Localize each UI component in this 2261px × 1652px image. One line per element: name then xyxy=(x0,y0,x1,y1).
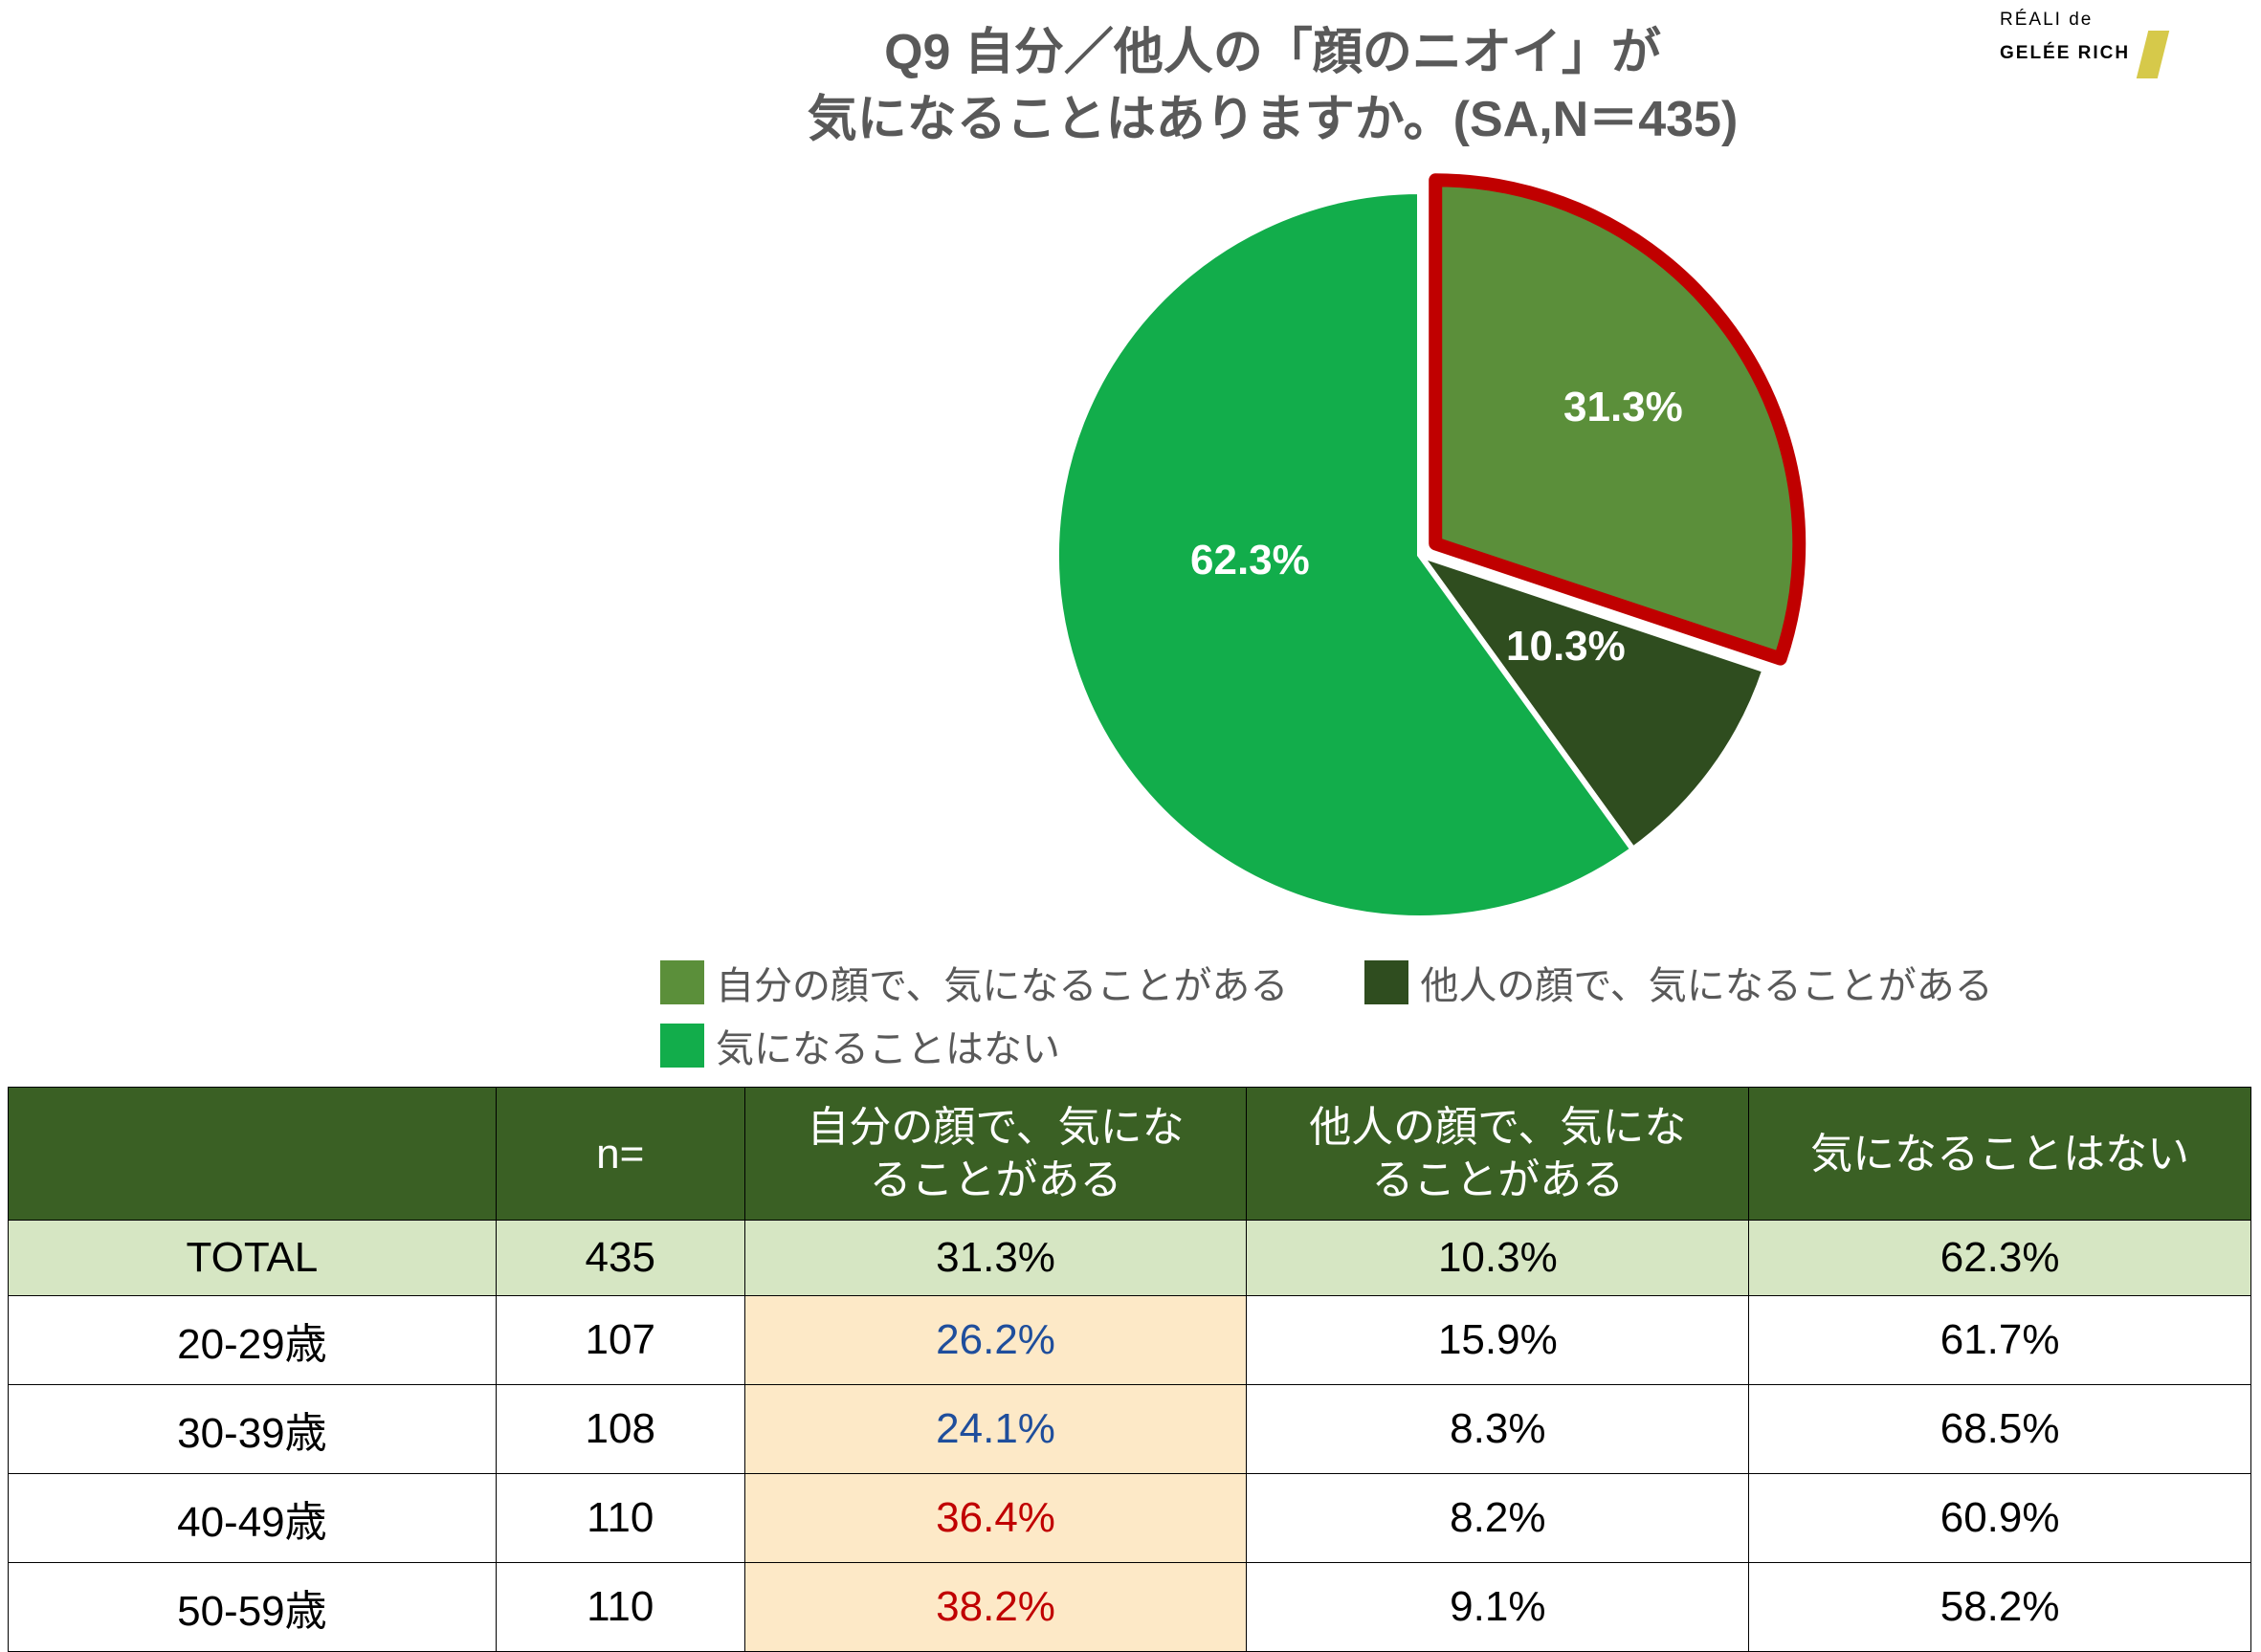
table-cell: 107 xyxy=(496,1296,744,1385)
table-cell: 30-39歳 xyxy=(9,1385,497,1474)
chart-panel: Q9 自分／他人の「顔のニオイ」が 気になることはありますか。(SA,N＝435… xyxy=(536,0,2258,1081)
table-cell: 38.2% xyxy=(744,1563,1247,1652)
chart-title: Q9 自分／他人の「顔のニオイ」が 気になることはありますか。(SA,N＝435… xyxy=(536,19,2009,153)
table-cell: 61.7% xyxy=(1749,1296,2251,1385)
table-row: 30-39歳10824.1%8.3%68.5% xyxy=(9,1385,2251,1474)
table-row-total: TOTAL43531.3%10.3%62.3% xyxy=(9,1221,2251,1296)
table-cell: 8.3% xyxy=(1247,1385,1749,1474)
table-header-2: 自分の顔で、気になることがある xyxy=(744,1088,1247,1221)
logo-line1: RÉALI de xyxy=(2000,10,2093,30)
table-cell: 435 xyxy=(496,1221,744,1296)
table-cell: 110 xyxy=(496,1563,744,1652)
pie-svg: 31.3% 10.3% 62.3% xyxy=(1018,172,1879,957)
legend-label-0: 自分の顔で、気になることがある xyxy=(716,955,1288,1010)
legend-item-1: 他人の顔で、気になることがある xyxy=(1364,955,1992,1010)
table-row: 40-49歳11036.4%8.2%60.9% xyxy=(9,1474,2251,1563)
table-cell: 10.3% xyxy=(1247,1221,1749,1296)
brand-logo: RÉALI de GELÉE RICH xyxy=(2000,10,2220,78)
legend-swatch-0 xyxy=(660,960,704,1004)
table-cell: TOTAL xyxy=(9,1221,497,1296)
legend-item-2: 気になることはない xyxy=(660,1018,1060,1073)
pie-label-0: 31.3% xyxy=(1563,384,1683,430)
title-line2: 気になることはありますか。(SA,N＝435) xyxy=(808,92,1739,147)
legend-swatch-2 xyxy=(660,1024,704,1068)
table-cell: 50-59歳 xyxy=(9,1563,497,1652)
data-table: n=自分の顔で、気になることがある他人の顔で、気になることがある気になることはな… xyxy=(8,1087,2251,1652)
legend: 自分の顔で、気になることがある 他人の顔で、気になることがある気になることはない xyxy=(660,955,2220,1081)
legend-swatch-1 xyxy=(1364,960,1408,1004)
table-row: 20-29歳10726.2%15.9%61.7% xyxy=(9,1296,2251,1385)
table-header-0 xyxy=(9,1088,497,1221)
pie-chart: 31.3% 10.3% 62.3% xyxy=(1018,172,1879,961)
table-cell: 40-49歳 xyxy=(9,1474,497,1563)
legend-item-0: 自分の顔で、気になることがある xyxy=(660,955,1288,1010)
pie-label-1: 10.3% xyxy=(1506,623,1626,670)
logo-bar-icon xyxy=(2136,31,2168,78)
table-cell: 8.2% xyxy=(1247,1474,1749,1563)
table-cell: 26.2% xyxy=(744,1296,1247,1385)
table-cell: 20-29歳 xyxy=(9,1296,497,1385)
legend-label-1: 他人の顔で、気になることがある xyxy=(1420,955,1992,1010)
table-cell: 108 xyxy=(496,1385,744,1474)
table-cell: 110 xyxy=(496,1474,744,1563)
table-cell: 68.5% xyxy=(1749,1385,2251,1474)
table-header-3: 他人の顔で、気になることがある xyxy=(1247,1088,1749,1221)
table-header-1: n= xyxy=(496,1088,744,1221)
title-line1: Q9 自分／他人の「顔のニオイ」が xyxy=(884,25,1661,80)
table-cell: 15.9% xyxy=(1247,1296,1749,1385)
table-cell: 9.1% xyxy=(1247,1563,1749,1652)
table-cell: 24.1% xyxy=(744,1385,1247,1474)
table-row: 50-59歳11038.2%9.1%58.2% xyxy=(9,1563,2251,1652)
table-cell: 31.3% xyxy=(744,1221,1247,1296)
legend-label-2: 気になることはない xyxy=(716,1018,1060,1073)
table-cell: 60.9% xyxy=(1749,1474,2251,1563)
logo-line2: GELÉE RICH xyxy=(2000,43,2130,63)
table-cell: 58.2% xyxy=(1749,1563,2251,1652)
table-cell: 36.4% xyxy=(744,1474,1247,1563)
table-header-4: 気になることはない xyxy=(1749,1088,2251,1221)
pie-label-2: 62.3% xyxy=(1190,537,1310,584)
table-cell: 62.3% xyxy=(1749,1221,2251,1296)
